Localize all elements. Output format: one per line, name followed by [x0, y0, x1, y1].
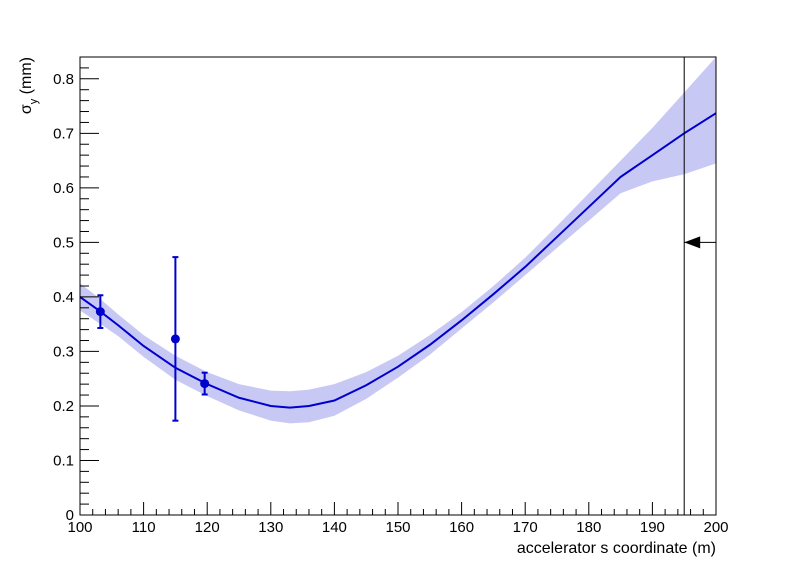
x-tick-label: 100: [67, 519, 92, 536]
measurement-point-3: [200, 371, 210, 396]
y-axis-title-unit: (mm): [18, 57, 35, 99]
data-point: [170, 334, 180, 344]
y-tick-label: 0.6: [53, 180, 74, 197]
y-axis-title-symbol: σ: [18, 104, 35, 114]
y-tick-label: 0.3: [53, 343, 74, 360]
y-tick-label: 0.5: [53, 234, 74, 251]
x-tick-label: 150: [385, 519, 410, 536]
x-tick-label: 170: [513, 519, 538, 536]
y-tick-label: 0: [66, 507, 74, 524]
x-tick-label: 190: [640, 519, 665, 536]
x-tick-label: 180: [576, 519, 601, 536]
y-tick-label: 0.4: [53, 289, 74, 306]
marker-arrow-head: [684, 236, 701, 249]
x-tick-label: 140: [322, 519, 347, 536]
y-tick-label: 0.8: [53, 71, 74, 88]
x-tick-label: 120: [195, 519, 220, 536]
y-tick-label: 0.2: [53, 398, 74, 415]
measurement-points-layer: [95, 256, 210, 422]
x-tick-label: 130: [258, 519, 283, 536]
measurement-point-1: [95, 294, 105, 329]
x-axis: 100 110 120 130 140 150 160 170 180 190 200: [67, 502, 729, 536]
y-tick-label: 0.1: [53, 452, 74, 469]
x-tick-label: 160: [449, 519, 474, 536]
x-tick-label: 200: [703, 519, 728, 536]
x-tick-label: 110: [132, 519, 156, 536]
x-axis-title: accelerator s coordinate (m): [517, 540, 716, 557]
y-axis-title-subscript: y: [28, 98, 40, 104]
data-point: [200, 379, 210, 389]
measurement-point-2: [170, 256, 180, 422]
data-point: [95, 307, 105, 317]
y-tick-label: 0.7: [53, 125, 74, 142]
fit-curve: [79, 112, 717, 409]
y-axis-title: σy (mm): [18, 57, 40, 114]
fit-curve-layer: [79, 112, 717, 409]
marker-layer: [683, 57, 716, 515]
y-axis: 0 0.1 0.2 0.3 0.4 0.5 0.6 0.7 0.8: [53, 56, 99, 524]
